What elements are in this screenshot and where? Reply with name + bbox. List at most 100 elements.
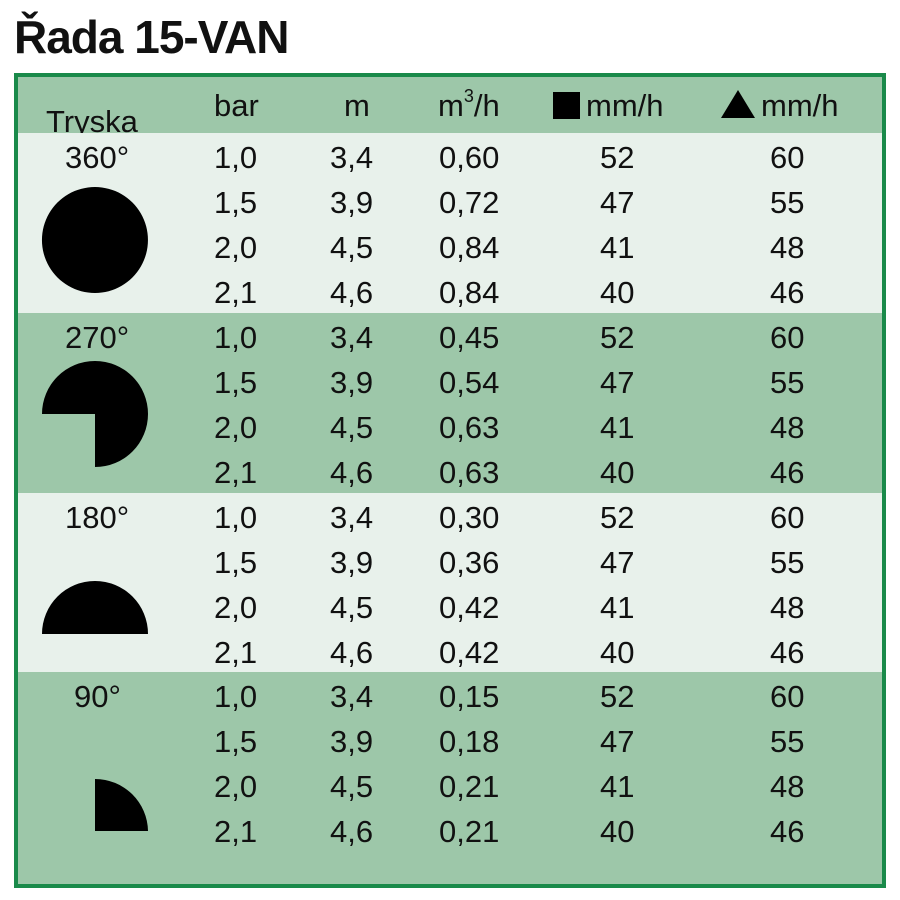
- cell-pressure: 2,0: [214, 410, 258, 445]
- cell-pressure: 1,0: [214, 679, 258, 714]
- header-flow-sup: 3: [463, 86, 474, 106]
- cell-square-rate: 52: [600, 500, 635, 535]
- cell-flow: 0,42: [439, 590, 500, 625]
- cell-square-rate: 52: [600, 140, 635, 175]
- cell-triangle-rate: 55: [770, 185, 805, 220]
- cell-pressure: 2,0: [214, 769, 258, 804]
- cell-radius: 3,4: [330, 320, 374, 355]
- cell-square-rate: 40: [600, 275, 635, 310]
- cell-radius: 4,5: [330, 590, 374, 625]
- cell-triangle-rate: 60: [770, 140, 805, 175]
- header-flow-base: m: [438, 88, 464, 123]
- header-triangle-rate: mm/h: [721, 88, 839, 124]
- cell-pressure: 2,0: [214, 590, 258, 625]
- cell-triangle-rate: 48: [770, 769, 805, 804]
- header-square-rate: mm/h: [553, 88, 664, 124]
- cell-triangle-rate: 48: [770, 590, 805, 625]
- cell-triangle-rate: 48: [770, 410, 805, 445]
- page-title: Řada 15-VAN: [14, 11, 289, 63]
- half-circle-icon: [42, 581, 148, 634]
- cell-radius: 3,4: [330, 140, 374, 175]
- cell-triangle-rate: 46: [770, 814, 805, 849]
- cell-square-rate: 47: [600, 724, 635, 759]
- cell-radius: 3,9: [330, 545, 374, 580]
- cell-pressure: 1,0: [214, 500, 258, 535]
- group-360: 360° 1,0 3,4 0,60 52 60 1,5 3,9 0,72 47 55 2,0 4,5 0,…: [18, 133, 882, 313]
- cell-flow: 0,15: [439, 679, 500, 714]
- cell-flow: 0,45: [439, 320, 500, 355]
- cell-radius: 4,5: [330, 769, 374, 804]
- cell-radius: 4,6: [330, 814, 374, 849]
- cell-radius: 4,5: [330, 230, 374, 265]
- cell-pressure: 1,0: [214, 320, 258, 355]
- triangle-icon: [721, 90, 755, 118]
- cell-flow: 0,21: [439, 814, 500, 849]
- cell-radius: 4,6: [330, 275, 374, 310]
- cell-triangle-rate: 60: [770, 679, 805, 714]
- cell-square-rate: 52: [600, 320, 635, 355]
- cell-pressure: 1,5: [214, 365, 258, 400]
- cell-flow: 0,36: [439, 545, 500, 580]
- cell-flow: 0,30: [439, 500, 500, 535]
- cell-square-rate: 41: [600, 410, 635, 445]
- cell-radius: 3,4: [330, 500, 374, 535]
- cell-pressure: 1,5: [214, 545, 258, 580]
- cell-square-rate: 47: [600, 365, 635, 400]
- cell-pressure: 2,1: [214, 275, 258, 310]
- square-icon: [553, 92, 580, 119]
- specs-table: Tryska bar m m3/h mm/h mm/h 360° 1,0 3,4 0,…: [14, 73, 886, 888]
- header-flow-tail: /h: [473, 88, 500, 123]
- cell-square-rate: 40: [600, 814, 635, 849]
- cell-flow: 0,60: [439, 140, 500, 175]
- cell-flow: 0,21: [439, 769, 500, 804]
- cell-flow: 0,84: [439, 275, 500, 310]
- cell-flow: 0,63: [439, 410, 500, 445]
- header-m: m: [344, 88, 370, 123]
- header-flow: m3/h: [438, 86, 500, 124]
- cell-triangle-rate: 55: [770, 724, 805, 759]
- cell-pressure: 2,1: [214, 814, 258, 849]
- angle-label: 90°: [74, 679, 121, 714]
- cell-radius: 3,9: [330, 724, 374, 759]
- cell-triangle-rate: 46: [770, 275, 805, 310]
- header-bar: bar: [214, 88, 259, 123]
- cell-flow: 0,72: [439, 185, 500, 220]
- angle-label: 360°: [65, 140, 130, 175]
- cell-flow: 0,18: [439, 724, 500, 759]
- cell-square-rate: 40: [600, 455, 635, 490]
- cell-pressure: 1,5: [214, 724, 258, 759]
- angle-label: 270°: [65, 320, 130, 355]
- quarter-circle-icon: [95, 779, 148, 831]
- cell-radius: 4,6: [330, 455, 374, 490]
- cell-pressure: 2,0: [214, 230, 258, 265]
- cell-square-rate: 47: [600, 545, 635, 580]
- cell-flow: 0,42: [439, 635, 500, 670]
- group-270: 270° 1,0 3,4 0,45 52 60 1,5 3,9 0,54 47 55 2,0 4,5 0,…: [18, 313, 882, 493]
- header-square-label: mm/h: [586, 88, 664, 123]
- group-180: 180° 1,0 3,4 0,30 52 60 1,5 3,9 0,36 47 55 2,0 4,5 0,…: [18, 493, 882, 672]
- cell-pressure: 2,1: [214, 635, 258, 670]
- cell-triangle-rate: 60: [770, 500, 805, 535]
- cell-triangle-rate: 46: [770, 635, 805, 670]
- cell-triangle-rate: 46: [770, 455, 805, 490]
- cell-flow: 0,63: [439, 455, 500, 490]
- cell-triangle-rate: 55: [770, 365, 805, 400]
- cell-radius: 3,9: [330, 365, 374, 400]
- cell-triangle-rate: 55: [770, 545, 805, 580]
- cell-pressure: 1,5: [214, 185, 258, 220]
- cell-pressure: 1,0: [214, 140, 258, 175]
- cell-flow: 0,54: [439, 365, 500, 400]
- group-90: 90° 1,0 3,4 0,15 52 60 1,5 3,9 0,18 47 55 2,0 4,5 0,2…: [18, 672, 882, 884]
- cell-triangle-rate: 48: [770, 230, 805, 265]
- cell-pressure: 2,1: [214, 455, 258, 490]
- three-quarter-circle-icon: [42, 361, 148, 467]
- cell-triangle-rate: 60: [770, 320, 805, 355]
- cell-square-rate: 41: [600, 769, 635, 804]
- cell-square-rate: 40: [600, 635, 635, 670]
- cell-radius: 3,4: [330, 679, 374, 714]
- cell-square-rate: 41: [600, 230, 635, 265]
- header-triangle-label: mm/h: [761, 88, 839, 123]
- cell-radius: 3,9: [330, 185, 374, 220]
- cell-square-rate: 41: [600, 590, 635, 625]
- cell-square-rate: 52: [600, 679, 635, 714]
